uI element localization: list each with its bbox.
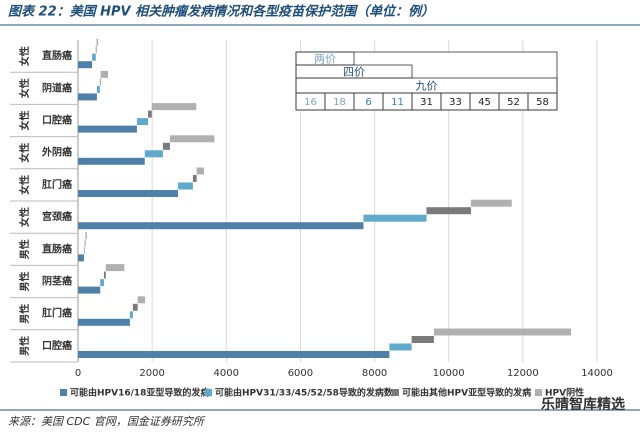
legend-swatch — [205, 389, 212, 396]
y-tick-label: 口腔癌 — [42, 114, 72, 127]
bar — [136, 118, 149, 126]
bar — [78, 222, 364, 230]
bar — [169, 135, 215, 143]
legend-swatch — [392, 389, 399, 396]
x-tick-label: 10000 — [433, 368, 465, 379]
type-label: 11 — [391, 97, 404, 108]
y-tick-label: 直肠癌 — [42, 242, 72, 255]
x-tick-label: 4000 — [214, 368, 239, 379]
y-tick-label: 直肠癌 — [42, 49, 72, 62]
group-label: 女性 — [18, 175, 31, 195]
y-tick-label: 阴茎癌 — [42, 275, 72, 288]
x-tick-label: 0 — [75, 368, 81, 379]
x-tick-label: 8000 — [362, 368, 387, 379]
group-label: 女性 — [18, 143, 31, 163]
vaccine-name: 九价 — [416, 80, 438, 93]
bar — [144, 150, 163, 158]
group-label: 女性 — [18, 207, 31, 227]
bar — [95, 46, 97, 54]
bar — [426, 207, 471, 215]
legend-label: 可能由HPV16/18亚型导致的发病 — [70, 387, 209, 399]
bar — [84, 239, 86, 247]
x-tick-label: 14000 — [581, 368, 613, 379]
bar — [178, 182, 193, 190]
bar — [85, 231, 87, 239]
table-frame — [295, 51, 558, 111]
x-tick-label: 2000 — [139, 368, 164, 379]
legend-label: 可能由HPV31/33/45/52/58导致的发病数 — [215, 387, 394, 399]
bar — [83, 246, 85, 254]
bar — [78, 351, 390, 358]
vaccine-name: 两价 — [314, 53, 336, 66]
group-label: 女性 — [18, 78, 31, 98]
group-label: 女性 — [18, 46, 31, 66]
bar — [470, 199, 512, 207]
bar — [433, 328, 572, 336]
type-label: 45 — [478, 97, 491, 108]
bar — [78, 190, 179, 197]
type-label: 18 — [333, 97, 346, 108]
bar — [105, 264, 125, 272]
bar — [78, 157, 145, 165]
bar — [78, 254, 84, 262]
group-label: 男性 — [18, 304, 31, 324]
legend-label: HPV阴性 — [545, 387, 584, 399]
y-tick-label: 肛门癌 — [41, 307, 72, 320]
bar — [148, 110, 152, 118]
legend-swatch — [535, 389, 542, 396]
bar — [411, 336, 434, 343]
source: 来源：美国 CDC 官网，国金证券研究所 — [8, 415, 206, 428]
type-label: 16 — [304, 97, 317, 108]
bar — [100, 70, 109, 78]
bar — [99, 78, 101, 86]
y-tick-label: 阴道癌 — [42, 81, 72, 94]
type-label: 58 — [536, 97, 549, 108]
group-label: 男性 — [18, 272, 31, 292]
bar — [129, 311, 133, 319]
bar — [96, 85, 100, 93]
group-label: 男性 — [18, 239, 31, 259]
group-label: 男性 — [18, 336, 31, 356]
bar — [78, 61, 93, 69]
type-label: 31 — [420, 97, 433, 108]
bar — [100, 279, 104, 287]
x-tick-label: 6000 — [288, 368, 313, 379]
y-tick-label: 宫颈癌 — [42, 210, 72, 223]
legend-label: 可能由其他HPV亚型导致的发病 — [402, 387, 531, 399]
bar — [103, 271, 106, 279]
bar — [192, 175, 197, 182]
x-tick-label: 12000 — [507, 368, 539, 379]
vaccine-name: 四价 — [343, 66, 365, 79]
type-label: 6 — [365, 97, 371, 108]
watermark: 乐晴智库精选 — [541, 396, 625, 413]
bar — [78, 286, 101, 294]
y-tick-label: 口腔癌 — [42, 339, 72, 352]
bar — [196, 167, 205, 175]
bar — [96, 38, 99, 46]
bar — [151, 103, 197, 111]
bar — [363, 214, 427, 222]
legend-swatch — [60, 389, 67, 396]
bar — [78, 125, 137, 133]
bar — [78, 318, 130, 326]
type-label: 52 — [507, 97, 520, 108]
bar — [162, 142, 170, 150]
group-label: 女性 — [18, 111, 31, 131]
bar — [92, 53, 96, 61]
bar — [137, 296, 146, 304]
bar — [389, 343, 412, 351]
chart-title: 图表 22：美国 HPV 相关肿瘤发病情况和各型疫苗保护范围（单位：例） — [8, 4, 434, 20]
type-cell — [527, 92, 558, 111]
y-tick-label: 肛门癌 — [41, 178, 72, 191]
bar — [78, 93, 97, 101]
bar — [132, 303, 138, 311]
y-tick-label: 外阴癌 — [41, 146, 72, 159]
type-label: 33 — [449, 97, 462, 108]
